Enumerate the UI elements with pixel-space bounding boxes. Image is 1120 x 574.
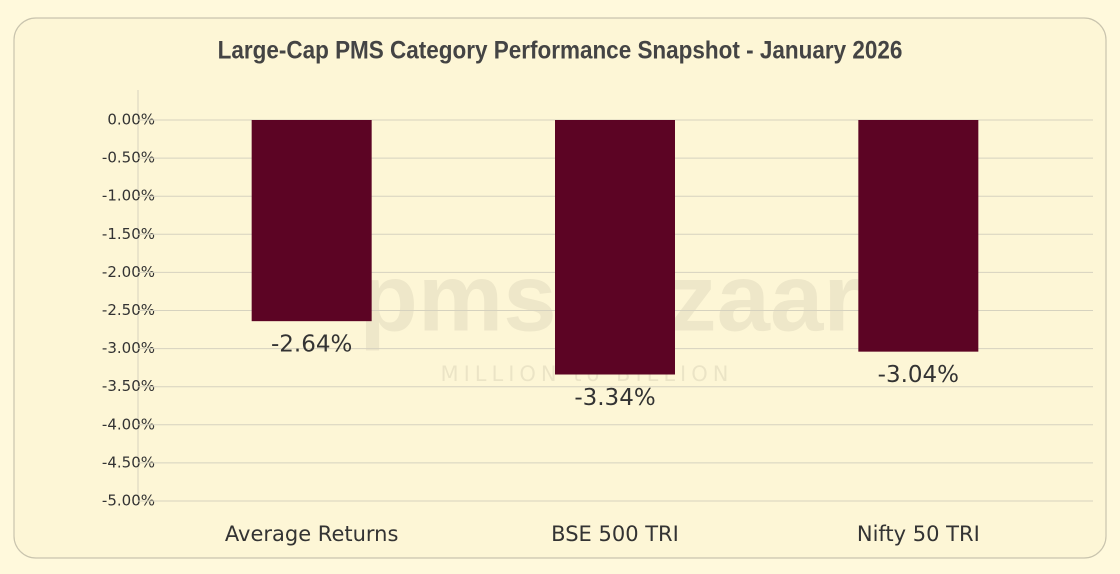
data-label: -3.34% (574, 385, 655, 411)
x-tick-label: Average Returns (225, 522, 399, 546)
y-tick-label: -1.00% (102, 187, 155, 205)
y-tick-label: -1.50% (102, 225, 155, 243)
y-tick-label: -3.00% (102, 339, 155, 357)
bar (251, 120, 372, 322)
data-label: -2.64% (271, 332, 352, 358)
y-tick-label: 0.00% (107, 111, 155, 129)
y-tick-label: -5.00% (102, 492, 155, 510)
x-tick-label: Nifty 50 TRI (857, 522, 980, 546)
y-tick-label: -2.50% (102, 301, 155, 319)
y-tick-label: -4.00% (102, 415, 155, 433)
bar (555, 120, 675, 375)
y-tick-label: -3.50% (102, 377, 155, 395)
chart-title: Large-Cap PMS Category Performance Snaps… (218, 37, 903, 65)
y-tick-label: -4.50% (102, 453, 155, 471)
x-tick-label: BSE 500 TRI (551, 522, 679, 546)
y-tick-label: -2.00% (102, 263, 155, 281)
data-label: -3.04% (878, 362, 959, 388)
y-tick-label: -0.50% (102, 149, 155, 167)
bar (858, 120, 979, 352)
